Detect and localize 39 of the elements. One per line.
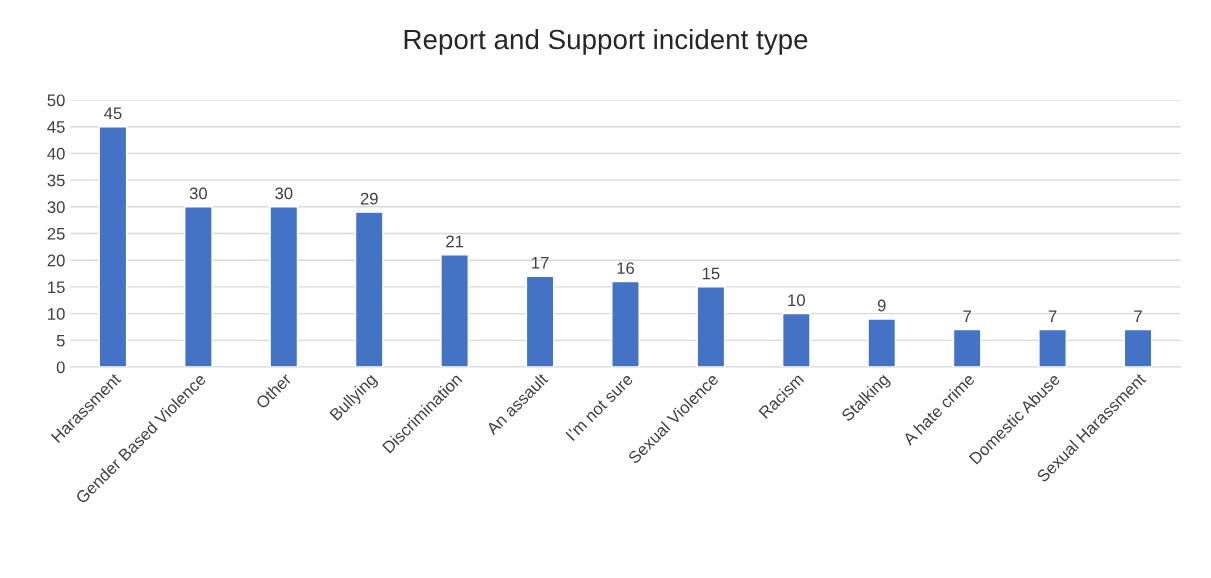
y-tick-label: 35	[47, 174, 65, 187]
data-label: 10	[788, 294, 805, 307]
y-tick-label: 20	[47, 254, 65, 267]
data-label: 9	[877, 299, 886, 312]
y-tick-label: 10	[48, 308, 65, 320]
data-label: 7	[1134, 310, 1142, 322]
bar	[269, 206, 299, 368]
bar	[98, 126, 128, 368]
bar	[184, 206, 213, 368]
bar	[354, 211, 384, 368]
chart-title: Report and Support incident type	[404, 28, 808, 55]
bar	[611, 280, 640, 368]
bar	[696, 286, 726, 368]
y-tick-label: 50	[47, 94, 65, 107]
y-tick-label: 5	[56, 334, 65, 347]
bar	[781, 312, 811, 368]
bar	[867, 318, 897, 368]
data-label: 29	[360, 192, 378, 205]
data-label: 30	[189, 187, 207, 200]
y-tick-label: 15	[48, 281, 65, 294]
y-tick-label: 40	[47, 147, 65, 160]
x-tick-label: I’m not sure	[565, 372, 634, 442]
y-tick-label: 30	[47, 201, 65, 214]
bar	[440, 254, 469, 368]
bar	[1038, 328, 1067, 368]
data-label: 45	[104, 107, 122, 120]
data-label: 30	[275, 187, 293, 200]
data-label: 16	[617, 262, 635, 275]
data-label: 7	[1048, 310, 1057, 322]
data-label: 21	[446, 235, 464, 248]
y-tick-label: 0	[56, 361, 65, 374]
data-label: 17	[532, 257, 549, 269]
bar	[1123, 328, 1153, 368]
y-tick-label: 45	[47, 121, 65, 133]
data-label: 15	[702, 267, 720, 280]
bar	[525, 275, 555, 368]
data-label: 7	[963, 310, 971, 322]
bar	[952, 328, 982, 368]
y-tick-label: 25	[47, 227, 65, 240]
